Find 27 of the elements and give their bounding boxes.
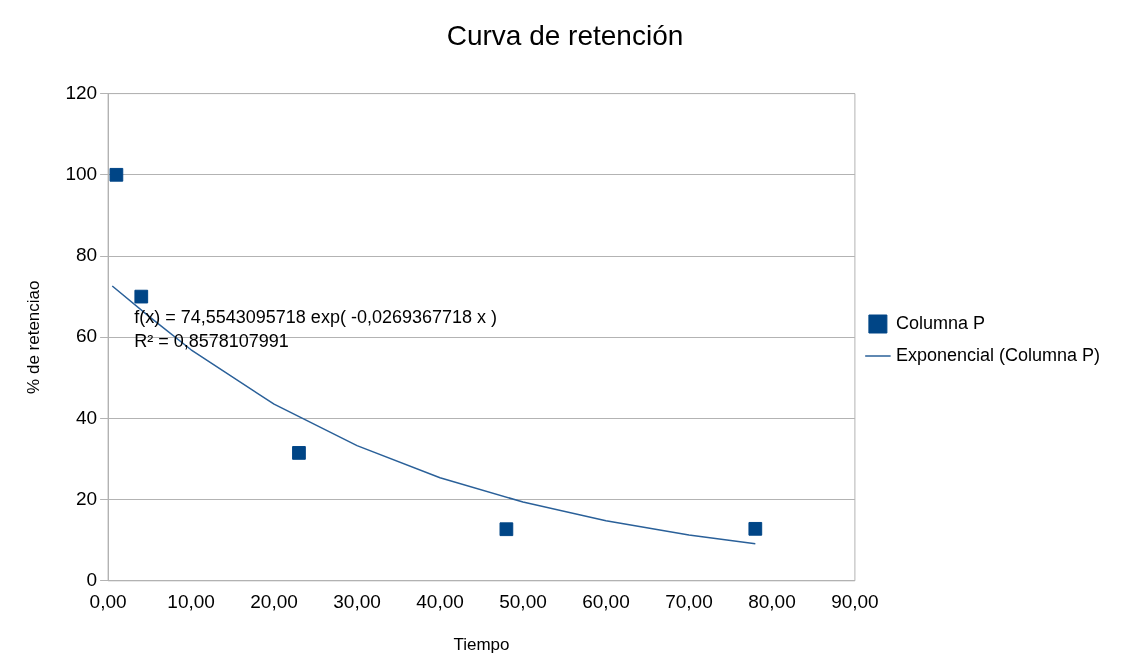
point [292,446,306,460]
x-tick-label: 30,00 [333,591,381,613]
y-axis-title: % de retenciao [23,280,43,394]
x-tick-label: 20,00 [250,591,298,613]
y-tick-label: 60 [75,325,98,347]
y-tick-label: 40 [75,406,98,428]
point [134,289,149,304]
x-tick-label: 50,00 [499,591,547,613]
legend-label: Columna P [895,312,985,333]
x-tick-label: 0,00 [89,591,127,613]
x-axis-title: Tiempo [453,635,510,655]
x-tick-label: 90,00 [831,591,879,613]
point [748,521,763,536]
x-tick-label: 60,00 [582,591,630,613]
x-tick-label: 80,00 [748,591,796,613]
x-tick-label: 70,00 [665,591,713,613]
y-tick-label: 0 [86,569,98,591]
x-tick-label: 10,00 [167,591,215,613]
y-tick-label: 120 [65,81,98,103]
chart-title: Curva de retención [446,19,684,51]
y-tick-label: 80 [75,244,98,266]
point [499,522,514,537]
point [109,167,124,182]
y-tick-label: 20 [75,487,98,509]
x-tick-label: 40,00 [416,591,464,613]
y-tick-label: 100 [65,163,98,185]
legend-label: Exponencial (Columna P) [895,344,1101,365]
